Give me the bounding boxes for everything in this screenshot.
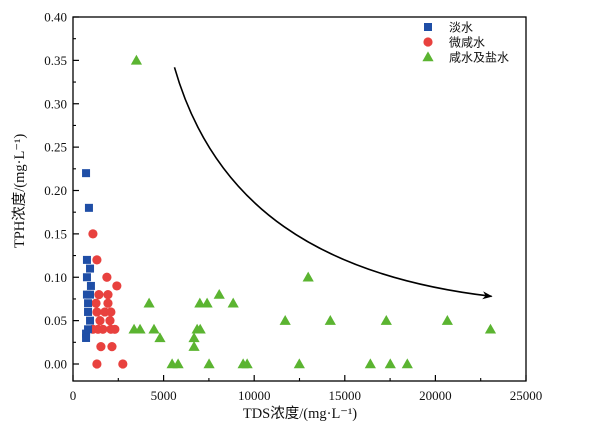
y-tick-label: 0.30 [44, 96, 67, 111]
data-point [279, 315, 291, 325]
data-point [203, 358, 215, 369]
data-point [213, 289, 225, 299]
y-tick-label: 0.00 [44, 357, 67, 372]
data-point [384, 358, 396, 369]
data-point [98, 324, 108, 334]
data-point [92, 359, 102, 369]
data-point [103, 298, 113, 308]
data-point [95, 316, 105, 326]
data-point [84, 325, 93, 334]
data-point [105, 316, 115, 326]
data-point [380, 315, 392, 325]
data-point [91, 298, 101, 308]
data-point [324, 315, 336, 325]
data-point [143, 297, 155, 308]
y-tick-label: 0.20 [44, 183, 67, 198]
data-point [172, 358, 184, 369]
data-point [82, 273, 91, 282]
data-point [86, 264, 95, 273]
data-point [82, 255, 91, 264]
series-triangle [128, 54, 497, 369]
x-tick-label: 25000 [510, 388, 543, 403]
data-point [106, 307, 116, 317]
y-tick-label: 0.40 [44, 10, 67, 25]
data-point [107, 342, 117, 352]
y-axis-title: TPH浓度/(mg·L⁻¹) [11, 134, 28, 248]
data-point [241, 358, 253, 369]
legend-label: 微咸水 [449, 36, 485, 50]
y-axis: 0.00 0.05 0.10 0.15 0.20 0.25 0.30 0.35 0.40 [44, 10, 79, 372]
data-point [88, 229, 98, 239]
data-point [112, 281, 122, 291]
data-point [293, 358, 305, 369]
x-tick-label: 20000 [419, 388, 452, 403]
data-point [103, 290, 113, 300]
data-point [118, 359, 128, 369]
data-point [154, 332, 166, 343]
y-tick-label: 0.35 [44, 53, 67, 68]
x-tick-label: 10000 [238, 388, 271, 403]
x-axis: 0 5000 10000 15000 20000 25000 [70, 375, 543, 403]
data-point [82, 169, 91, 178]
data-point [94, 290, 104, 300]
data-point [96, 342, 106, 352]
data-point [441, 315, 453, 325]
data-point [86, 316, 95, 325]
y-tick-label: 0.10 [44, 270, 67, 285]
y-tick-label: 0.05 [44, 313, 67, 328]
data-point [92, 307, 102, 317]
data-point [227, 297, 239, 308]
x-tick-label: 5000 [151, 388, 177, 403]
data-point [82, 333, 91, 342]
trend-arrow [173, 67, 493, 300]
data-points [82, 54, 497, 369]
data-point [84, 299, 93, 308]
data-point [484, 323, 497, 334]
data-point [82, 329, 91, 338]
data-point [364, 358, 376, 369]
data-point [188, 332, 200, 343]
data-point [102, 272, 112, 282]
data-point [84, 307, 93, 316]
data-point [302, 271, 314, 282]
data-point [148, 323, 160, 334]
series-circle [88, 229, 128, 369]
data-point [84, 203, 93, 212]
data-point [86, 290, 95, 299]
legend-label: 咸水及盐水 [449, 51, 509, 65]
x-tick-label: 0 [70, 388, 77, 403]
x-tick-label: 15000 [329, 388, 362, 403]
x-axis-title: TDS浓度/(mg·L⁻¹) [243, 405, 357, 422]
series-square [82, 169, 95, 342]
trend-annotation [173, 67, 493, 300]
legend-label: 淡水 [449, 21, 473, 35]
data-point [134, 323, 146, 334]
data-point [194, 323, 206, 334]
data-point [194, 297, 206, 308]
y-tick-label: 0.15 [44, 226, 67, 241]
legend-marker-square [424, 23, 432, 31]
legend-marker-circle [423, 37, 433, 47]
legend-marker-triangle [422, 51, 434, 62]
data-point [110, 324, 120, 334]
data-point [188, 341, 200, 351]
data-point [92, 255, 102, 265]
data-point [130, 54, 143, 65]
data-point [86, 281, 95, 290]
y-tick-label: 0.25 [44, 140, 67, 155]
data-point [201, 297, 213, 308]
data-point [401, 358, 413, 369]
